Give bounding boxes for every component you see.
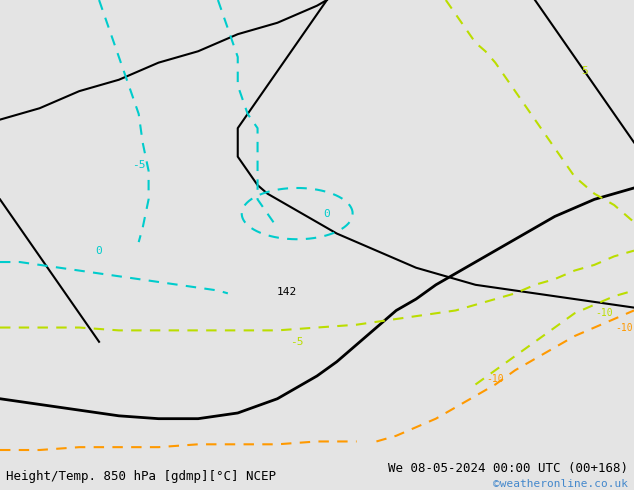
Text: -10: -10	[595, 308, 613, 318]
Text: ©weatheronline.co.uk: ©weatheronline.co.uk	[493, 479, 628, 489]
Text: 0: 0	[323, 209, 330, 219]
Text: 142: 142	[277, 287, 297, 297]
Text: -10: -10	[615, 322, 633, 333]
Text: Height/Temp. 850 hPa [gdmp][°C] NCEP: Height/Temp. 850 hPa [gdmp][°C] NCEP	[6, 469, 276, 483]
Text: -5: -5	[290, 337, 304, 347]
Text: 0: 0	[96, 245, 103, 256]
Text: -10: -10	[486, 374, 504, 384]
Text: 5: 5	[581, 66, 588, 76]
Text: -5: -5	[132, 160, 145, 170]
Text: We 08-05-2024 00:00 UTC (00+168): We 08-05-2024 00:00 UTC (00+168)	[387, 462, 628, 475]
